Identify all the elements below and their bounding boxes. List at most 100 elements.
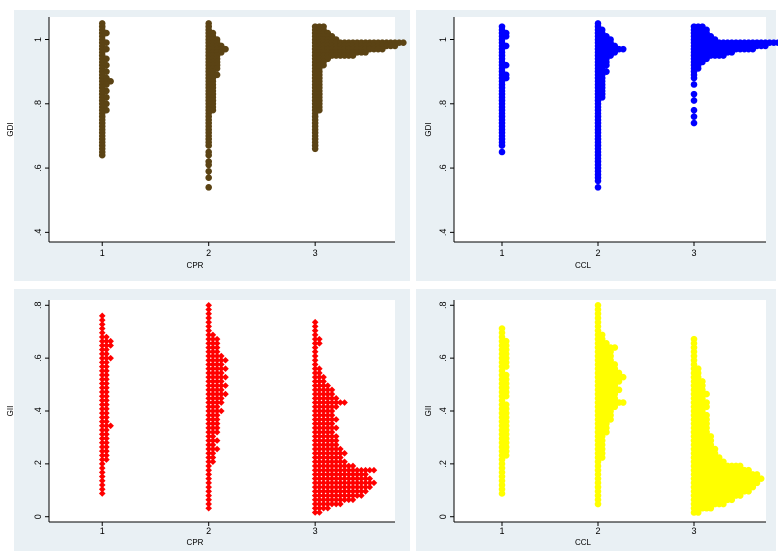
data-point [209, 340, 217, 347]
data-point [311, 471, 319, 478]
data-point [328, 424, 336, 432]
data-point [311, 441, 319, 449]
data-point [337, 454, 344, 461]
data-point [337, 471, 344, 478]
data-point [320, 483, 327, 491]
data-point [98, 375, 106, 383]
data-point [209, 395, 217, 402]
data-point [205, 399, 212, 406]
data-point [349, 462, 357, 470]
data-point [690, 74, 698, 82]
data-point [603, 428, 610, 436]
data-point [328, 475, 336, 482]
data-point [324, 454, 332, 461]
data-point [311, 378, 319, 385]
data-point [362, 466, 369, 474]
data-point [209, 437, 217, 444]
data-point [316, 369, 323, 377]
data-point [337, 458, 344, 466]
data-point [103, 384, 110, 392]
data-point [311, 411, 319, 419]
data-point [353, 488, 361, 495]
data-point [358, 471, 365, 478]
data-point [205, 161, 212, 169]
data-point [324, 433, 332, 440]
data-point [205, 318, 212, 326]
data-point [328, 471, 336, 478]
y-tick-label: .8 [33, 302, 43, 310]
data-point [213, 348, 221, 356]
data-point [328, 462, 336, 470]
data-point [98, 452, 106, 459]
data-point [205, 167, 212, 175]
data-point [205, 462, 212, 470]
data-point [311, 356, 319, 364]
data-point [98, 363, 106, 370]
data-point [311, 458, 319, 466]
data-point [690, 90, 698, 98]
data-point [316, 471, 323, 478]
data-point [311, 352, 319, 360]
data-point [209, 403, 217, 411]
data-point [103, 452, 110, 459]
data-point [320, 395, 327, 402]
data-point [213, 378, 221, 385]
data-point [205, 323, 212, 330]
data-point [320, 471, 327, 478]
data-point [213, 399, 221, 406]
data-point [316, 462, 323, 470]
data-point [311, 462, 319, 470]
data-point [328, 441, 336, 449]
data-point [353, 492, 361, 499]
data-point [328, 416, 336, 423]
data-point [316, 407, 323, 415]
data-point [311, 348, 319, 356]
data-point [762, 42, 769, 50]
data-point [337, 483, 344, 491]
data-point [720, 500, 727, 508]
data-point [594, 177, 602, 185]
data-point [222, 365, 229, 373]
data-point [311, 437, 319, 444]
data-point [209, 378, 217, 385]
y-tick-label: .4 [33, 407, 43, 415]
data-point [316, 454, 323, 461]
data-point [320, 424, 327, 432]
data-point [316, 445, 323, 453]
data-point [362, 475, 369, 482]
y-tick-label: .8 [33, 100, 43, 108]
data-point [98, 447, 106, 455]
data-point [311, 399, 319, 406]
data-point [213, 390, 221, 398]
data-point [320, 458, 327, 466]
data-point [736, 492, 744, 499]
data-point [341, 483, 348, 491]
data-point [353, 483, 361, 491]
data-point [749, 483, 757, 491]
data-point [311, 361, 319, 368]
data-point [311, 416, 319, 423]
data-point [213, 437, 221, 444]
data-point [205, 386, 212, 394]
data-point [337, 496, 344, 504]
data-point [311, 327, 319, 334]
data-point [222, 382, 229, 389]
data-point [209, 458, 217, 466]
y-tick-label: .8 [438, 100, 448, 108]
data-point [311, 407, 319, 415]
data-point [320, 462, 327, 470]
data-point [332, 466, 340, 474]
data-point [328, 488, 336, 495]
data-point [316, 382, 323, 389]
data-point [209, 382, 217, 389]
data-point [316, 500, 323, 508]
data-point [324, 462, 332, 470]
data-point [362, 483, 369, 491]
x-tick-label: 2 [595, 526, 600, 536]
series-group [594, 20, 627, 191]
data-point [332, 399, 340, 406]
data-point [205, 471, 212, 478]
x-tick-label: 2 [206, 526, 211, 536]
data-point [320, 411, 327, 419]
